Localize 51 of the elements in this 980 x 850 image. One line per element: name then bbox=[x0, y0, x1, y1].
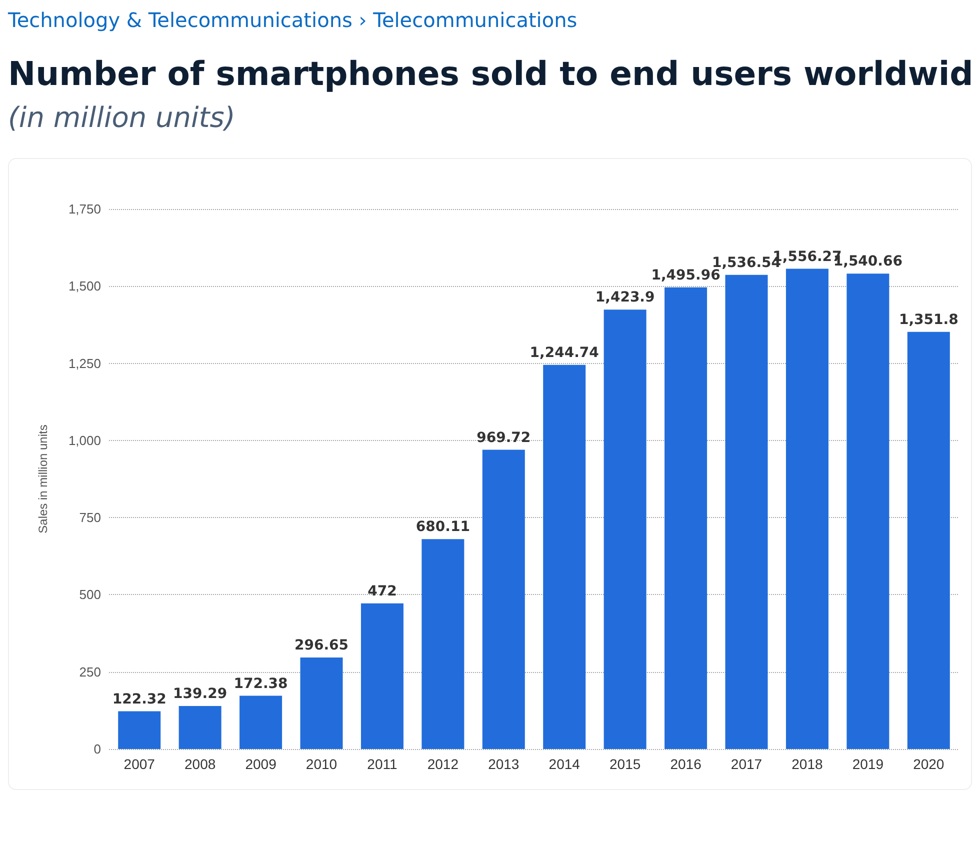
data-label: 1,244.74 bbox=[530, 344, 600, 361]
bar bbox=[543, 364, 586, 749]
bar bbox=[907, 332, 950, 749]
x-tick-label: 2018 bbox=[792, 756, 823, 772]
data-label: 969.72 bbox=[476, 430, 531, 446]
x-tick-label: 2010 bbox=[306, 756, 338, 772]
bar bbox=[786, 268, 828, 749]
bar bbox=[846, 274, 890, 749]
bar bbox=[422, 539, 464, 749]
data-label: 1,495.96 bbox=[651, 267, 720, 284]
x-tick-label: 2008 bbox=[184, 756, 216, 772]
bar bbox=[482, 450, 525, 749]
x-tick-label: 2019 bbox=[852, 756, 884, 772]
x-tick-label: 2016 bbox=[670, 756, 702, 772]
y-axis-title: Sales in million units bbox=[36, 424, 50, 534]
data-label: 1,423.9 bbox=[595, 290, 655, 306]
x-tick-label: 2007 bbox=[124, 756, 156, 772]
bar bbox=[178, 706, 222, 749]
y-tick-label: 1,500 bbox=[68, 278, 101, 294]
bar bbox=[360, 603, 404, 749]
x-tick-label: 2009 bbox=[245, 756, 277, 772]
x-tick-label: 2020 bbox=[913, 756, 944, 772]
bar bbox=[300, 657, 343, 749]
y-tick-label: 500 bbox=[79, 587, 101, 602]
chart-subtitle: (in million units) bbox=[8, 101, 236, 134]
x-tick-label: 2015 bbox=[609, 756, 641, 772]
x-tick-label: 2011 bbox=[367, 756, 398, 772]
y-tick-label: 1,000 bbox=[68, 432, 101, 448]
bar bbox=[664, 287, 708, 749]
bar bbox=[725, 274, 768, 749]
data-label: 472 bbox=[368, 583, 397, 600]
chart-title: Number of smartphones sold to end users worldwid bbox=[8, 54, 974, 93]
y-tick-label: 750 bbox=[79, 510, 101, 526]
x-tick-label: 2012 bbox=[427, 756, 459, 772]
data-label: 139.29 bbox=[173, 686, 228, 702]
bar bbox=[604, 310, 646, 749]
data-label: 122.32 bbox=[112, 691, 166, 708]
data-label: 1,351.8 bbox=[898, 312, 958, 328]
x-tick-label: 2014 bbox=[548, 756, 580, 772]
y-tick-label: 1,750 bbox=[68, 202, 101, 216]
y-tick-label: 250 bbox=[79, 664, 101, 680]
data-label: 172.38 bbox=[234, 676, 288, 692]
y-tick-label: 0 bbox=[94, 742, 101, 756]
data-label: 680.11 bbox=[416, 519, 470, 536]
x-tick-label: 2013 bbox=[488, 756, 520, 772]
y-tick-label: 1,250 bbox=[68, 356, 101, 371]
bar bbox=[118, 711, 161, 749]
data-label: 296.65 bbox=[294, 637, 349, 654]
text: Technology & Telecommunications › Telecommunications bbox=[8, 8, 578, 32]
bar bbox=[240, 696, 282, 749]
x-tick-label: 2017 bbox=[730, 756, 762, 772]
